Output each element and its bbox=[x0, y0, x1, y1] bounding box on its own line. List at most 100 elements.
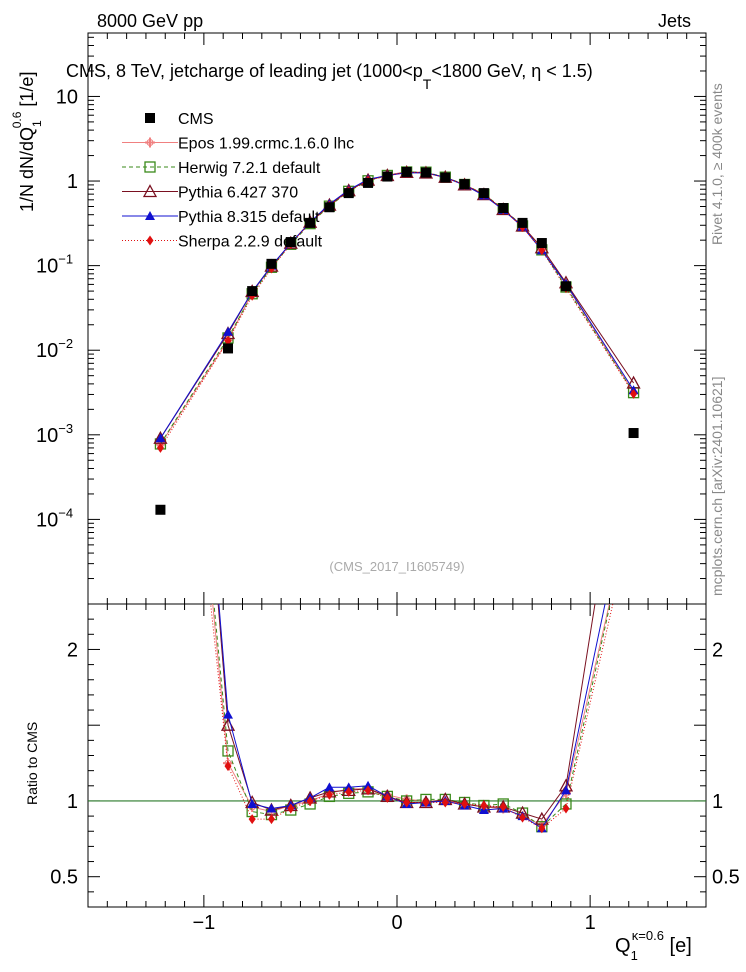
y-tick-base: 10 bbox=[36, 509, 58, 531]
series-point bbox=[156, 442, 164, 453]
xlabel-unit: [e] bbox=[664, 935, 692, 957]
y-tick-exp: −2 bbox=[58, 336, 73, 351]
series-ratio-point bbox=[519, 812, 527, 823]
rivet-label: Rivet 4.1.0, ≥ 400k events bbox=[709, 83, 725, 245]
series-ratio-point bbox=[480, 800, 488, 811]
series-ratio-point bbox=[157, 129, 164, 139]
jets-label: Jets bbox=[658, 11, 691, 31]
series-ratio-point bbox=[383, 792, 391, 803]
cms-point bbox=[343, 188, 354, 199]
series-ratio-point bbox=[222, 745, 234, 757]
main-ylabel-unit: [1/e] bbox=[17, 72, 37, 112]
legend-marker-ring bbox=[146, 139, 154, 146]
series-point bbox=[630, 388, 638, 399]
series-ratio-point bbox=[629, 463, 639, 472]
x-tick-label: −1 bbox=[192, 912, 215, 934]
cms-point bbox=[628, 428, 639, 439]
cms-point bbox=[420, 167, 431, 178]
series-ratio-point bbox=[630, 508, 637, 518]
series-ratio-4 bbox=[157, 129, 637, 834]
y-tick-base: 10 bbox=[36, 256, 58, 278]
x-tick-label: 0 bbox=[391, 912, 402, 934]
xlabel-base: Q bbox=[615, 935, 631, 957]
legend-label: Pythia 6.427 370 bbox=[178, 185, 298, 202]
series-ratio-point bbox=[499, 802, 507, 813]
y-tick-base: 1 bbox=[67, 171, 78, 193]
title-part-3: < 1.5) bbox=[541, 61, 593, 81]
energy-label: 8000 GeV pp bbox=[97, 11, 203, 31]
series-ratio-point bbox=[629, 493, 639, 503]
series-ratio-point bbox=[403, 797, 411, 808]
title-sub-T: T bbox=[423, 76, 432, 92]
main-ylabel-sup: 0.6 bbox=[10, 111, 24, 128]
series-ratio-point bbox=[325, 789, 333, 800]
legend-label: Epos 1.99.crmc.1.6.0 lhc bbox=[178, 136, 354, 153]
legend-marker bbox=[145, 211, 155, 220]
title-part-2: <1800 GeV, bbox=[431, 61, 531, 81]
main-ylabel-sub: 1 bbox=[30, 120, 44, 127]
series-ratio-point bbox=[248, 814, 256, 825]
series-ratio-line bbox=[213, 604, 611, 828]
legend-marker bbox=[146, 235, 154, 246]
series-ratio-point bbox=[560, 785, 571, 795]
cms-point bbox=[536, 238, 547, 249]
series-ratio-line bbox=[218, 604, 606, 829]
series-ratio-point bbox=[345, 786, 353, 797]
xlabel-sup: κ=0.6 bbox=[632, 928, 664, 943]
legend-label: Herwig 7.2.1 default bbox=[178, 160, 321, 177]
x-tick-label: 1 bbox=[585, 912, 596, 934]
cms-point bbox=[459, 179, 470, 190]
series-ratio-point bbox=[287, 803, 295, 814]
legend: CMS Epos 1.99.crmc.1.6.0 lhc Herwig 7.2.1 … bbox=[122, 111, 354, 251]
series-main-2 bbox=[153, 164, 641, 444]
cms-point bbox=[285, 237, 296, 248]
y-tick-exp: −4 bbox=[58, 505, 73, 520]
series-ratio-point bbox=[562, 803, 570, 814]
series-ratio-point bbox=[306, 795, 314, 806]
cms-point bbox=[266, 258, 277, 269]
ratio-tick-label-right: 1 bbox=[712, 791, 723, 813]
series-ratio-point bbox=[324, 782, 335, 792]
series-point bbox=[224, 335, 232, 346]
cms-point bbox=[382, 171, 393, 182]
series-ratio-point bbox=[441, 797, 449, 808]
series-ratio-3 bbox=[218, 463, 639, 833]
cms-point bbox=[517, 217, 528, 228]
series-ratio-point bbox=[629, 493, 639, 503]
series-ratio-point-ring bbox=[631, 495, 637, 501]
ratio-tick-label-left: 1 bbox=[67, 791, 78, 813]
y-tick-label-main: 10−2 bbox=[36, 336, 73, 362]
series-ratio-point bbox=[422, 797, 430, 808]
legend-label: Sherpa 2.2.9 default bbox=[178, 234, 323, 251]
series-ratio-point bbox=[461, 798, 469, 809]
x-axis-label: Q1 κ=0.6 [e] bbox=[615, 928, 692, 963]
series-ratio-point bbox=[538, 823, 546, 834]
series-ratio-point bbox=[224, 761, 232, 772]
ratio-y-axis-label: Ratio to CMS bbox=[24, 722, 40, 805]
y-tick-exp: −1 bbox=[58, 252, 73, 267]
y-tick-label-main: 1 bbox=[67, 171, 78, 193]
y-tick-base: 10 bbox=[56, 86, 78, 108]
ratio-tick-label-left: 2 bbox=[67, 639, 78, 661]
curves-layer bbox=[88, 129, 706, 834]
cms-point bbox=[498, 203, 509, 214]
title-eta: η bbox=[531, 61, 541, 81]
analysis-label: (CMS_2017_I1605749) bbox=[329, 559, 464, 574]
title-part-1: CMS, 8 TeV, jetcharge of leading jet (10… bbox=[66, 61, 423, 81]
y-tick-label-main: 10−4 bbox=[36, 505, 73, 531]
series-ratio-line bbox=[217, 604, 596, 820]
cms-point bbox=[478, 188, 489, 199]
plot-title: CMS, 8 TeV, jetcharge of leading jet (10… bbox=[66, 61, 593, 92]
legend-marker-cms bbox=[145, 113, 155, 123]
cms-point bbox=[155, 504, 166, 515]
legend-label: Pythia 8.315 default bbox=[178, 209, 320, 226]
mcplots-label: mcplots.cern.ch [arXiv:2401.10621] bbox=[709, 377, 725, 596]
legend-marker bbox=[144, 161, 156, 173]
cms-point bbox=[305, 217, 316, 228]
main-ylabel-base: 1/N dN/dQ bbox=[17, 127, 37, 212]
cms-point bbox=[223, 343, 234, 354]
series-ratio-point bbox=[363, 780, 374, 790]
legend-label-cms: CMS bbox=[178, 111, 214, 128]
series-ratio-point bbox=[266, 803, 277, 813]
xlabel-sub: 1 bbox=[631, 948, 638, 963]
